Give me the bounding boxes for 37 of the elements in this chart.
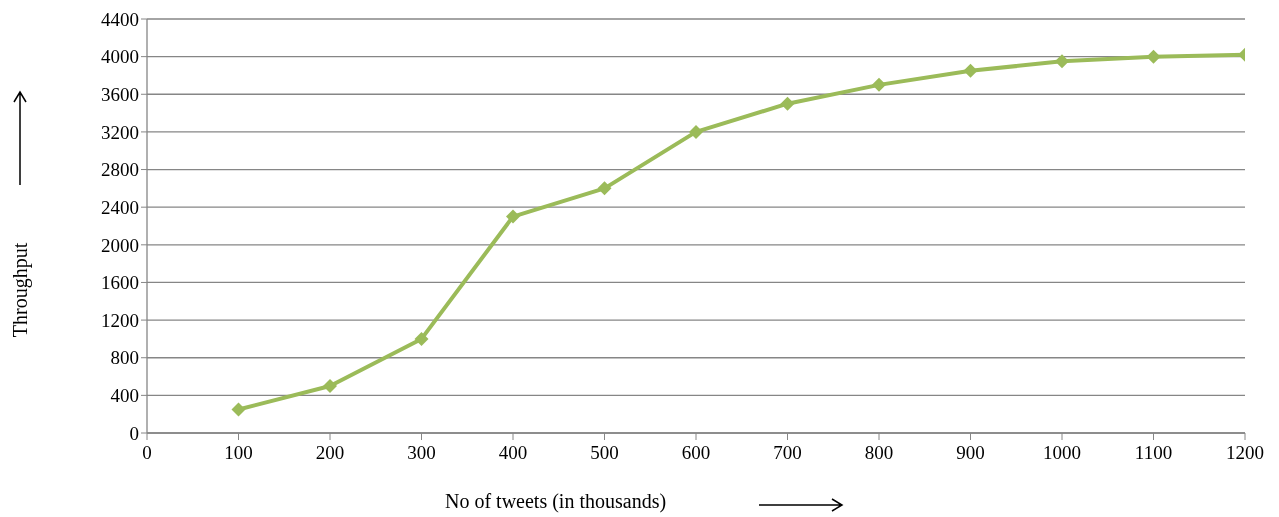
y-axis-title: Throughput (8, 242, 32, 338)
x-tick-label: 1200 (1226, 442, 1264, 464)
y-tick-label: 2400 (101, 196, 139, 218)
y-tick-label: 3200 (101, 121, 139, 143)
y-tick-label: 2800 (101, 159, 139, 181)
point (323, 378, 337, 393)
x-tick-label: 300 (407, 442, 436, 464)
point (1055, 54, 1069, 69)
point (231, 402, 246, 417)
point (414, 331, 429, 346)
x-tick-label: 200 (315, 442, 345, 464)
y-tick-label: 2000 (101, 234, 139, 256)
point (689, 124, 703, 139)
x-axis-title: No of tweets (in thousands) (445, 490, 667, 513)
x-tick-label: 400 (498, 442, 528, 464)
y-tick-label: 3600 (101, 84, 139, 106)
y-tick-label: 4000 (101, 46, 139, 68)
x-tick-label: 1000 (1043, 442, 1081, 464)
x-tick-label: 1100 (1134, 442, 1173, 464)
point (597, 181, 612, 196)
point (506, 209, 520, 224)
x-tick-label: 800 (864, 442, 894, 464)
y-tick-label: 1200 (101, 309, 139, 331)
y-tick-label: 0 (129, 422, 139, 444)
x-tick-label: 700 (773, 442, 802, 464)
y-tick-label: 1600 (101, 272, 139, 294)
x-tick-label: 100 (224, 442, 253, 464)
point (1146, 49, 1161, 64)
y-tick-label: 400 (110, 385, 139, 407)
point (872, 77, 886, 92)
point (963, 63, 978, 78)
y-tick-label: 4400 (101, 8, 139, 30)
y-tick-label: 800 (110, 347, 139, 369)
x-tick-label: 600 (681, 442, 711, 464)
x-tick-label: 900 (956, 442, 985, 464)
x-tick-label: 500 (590, 442, 619, 464)
point (780, 96, 795, 111)
